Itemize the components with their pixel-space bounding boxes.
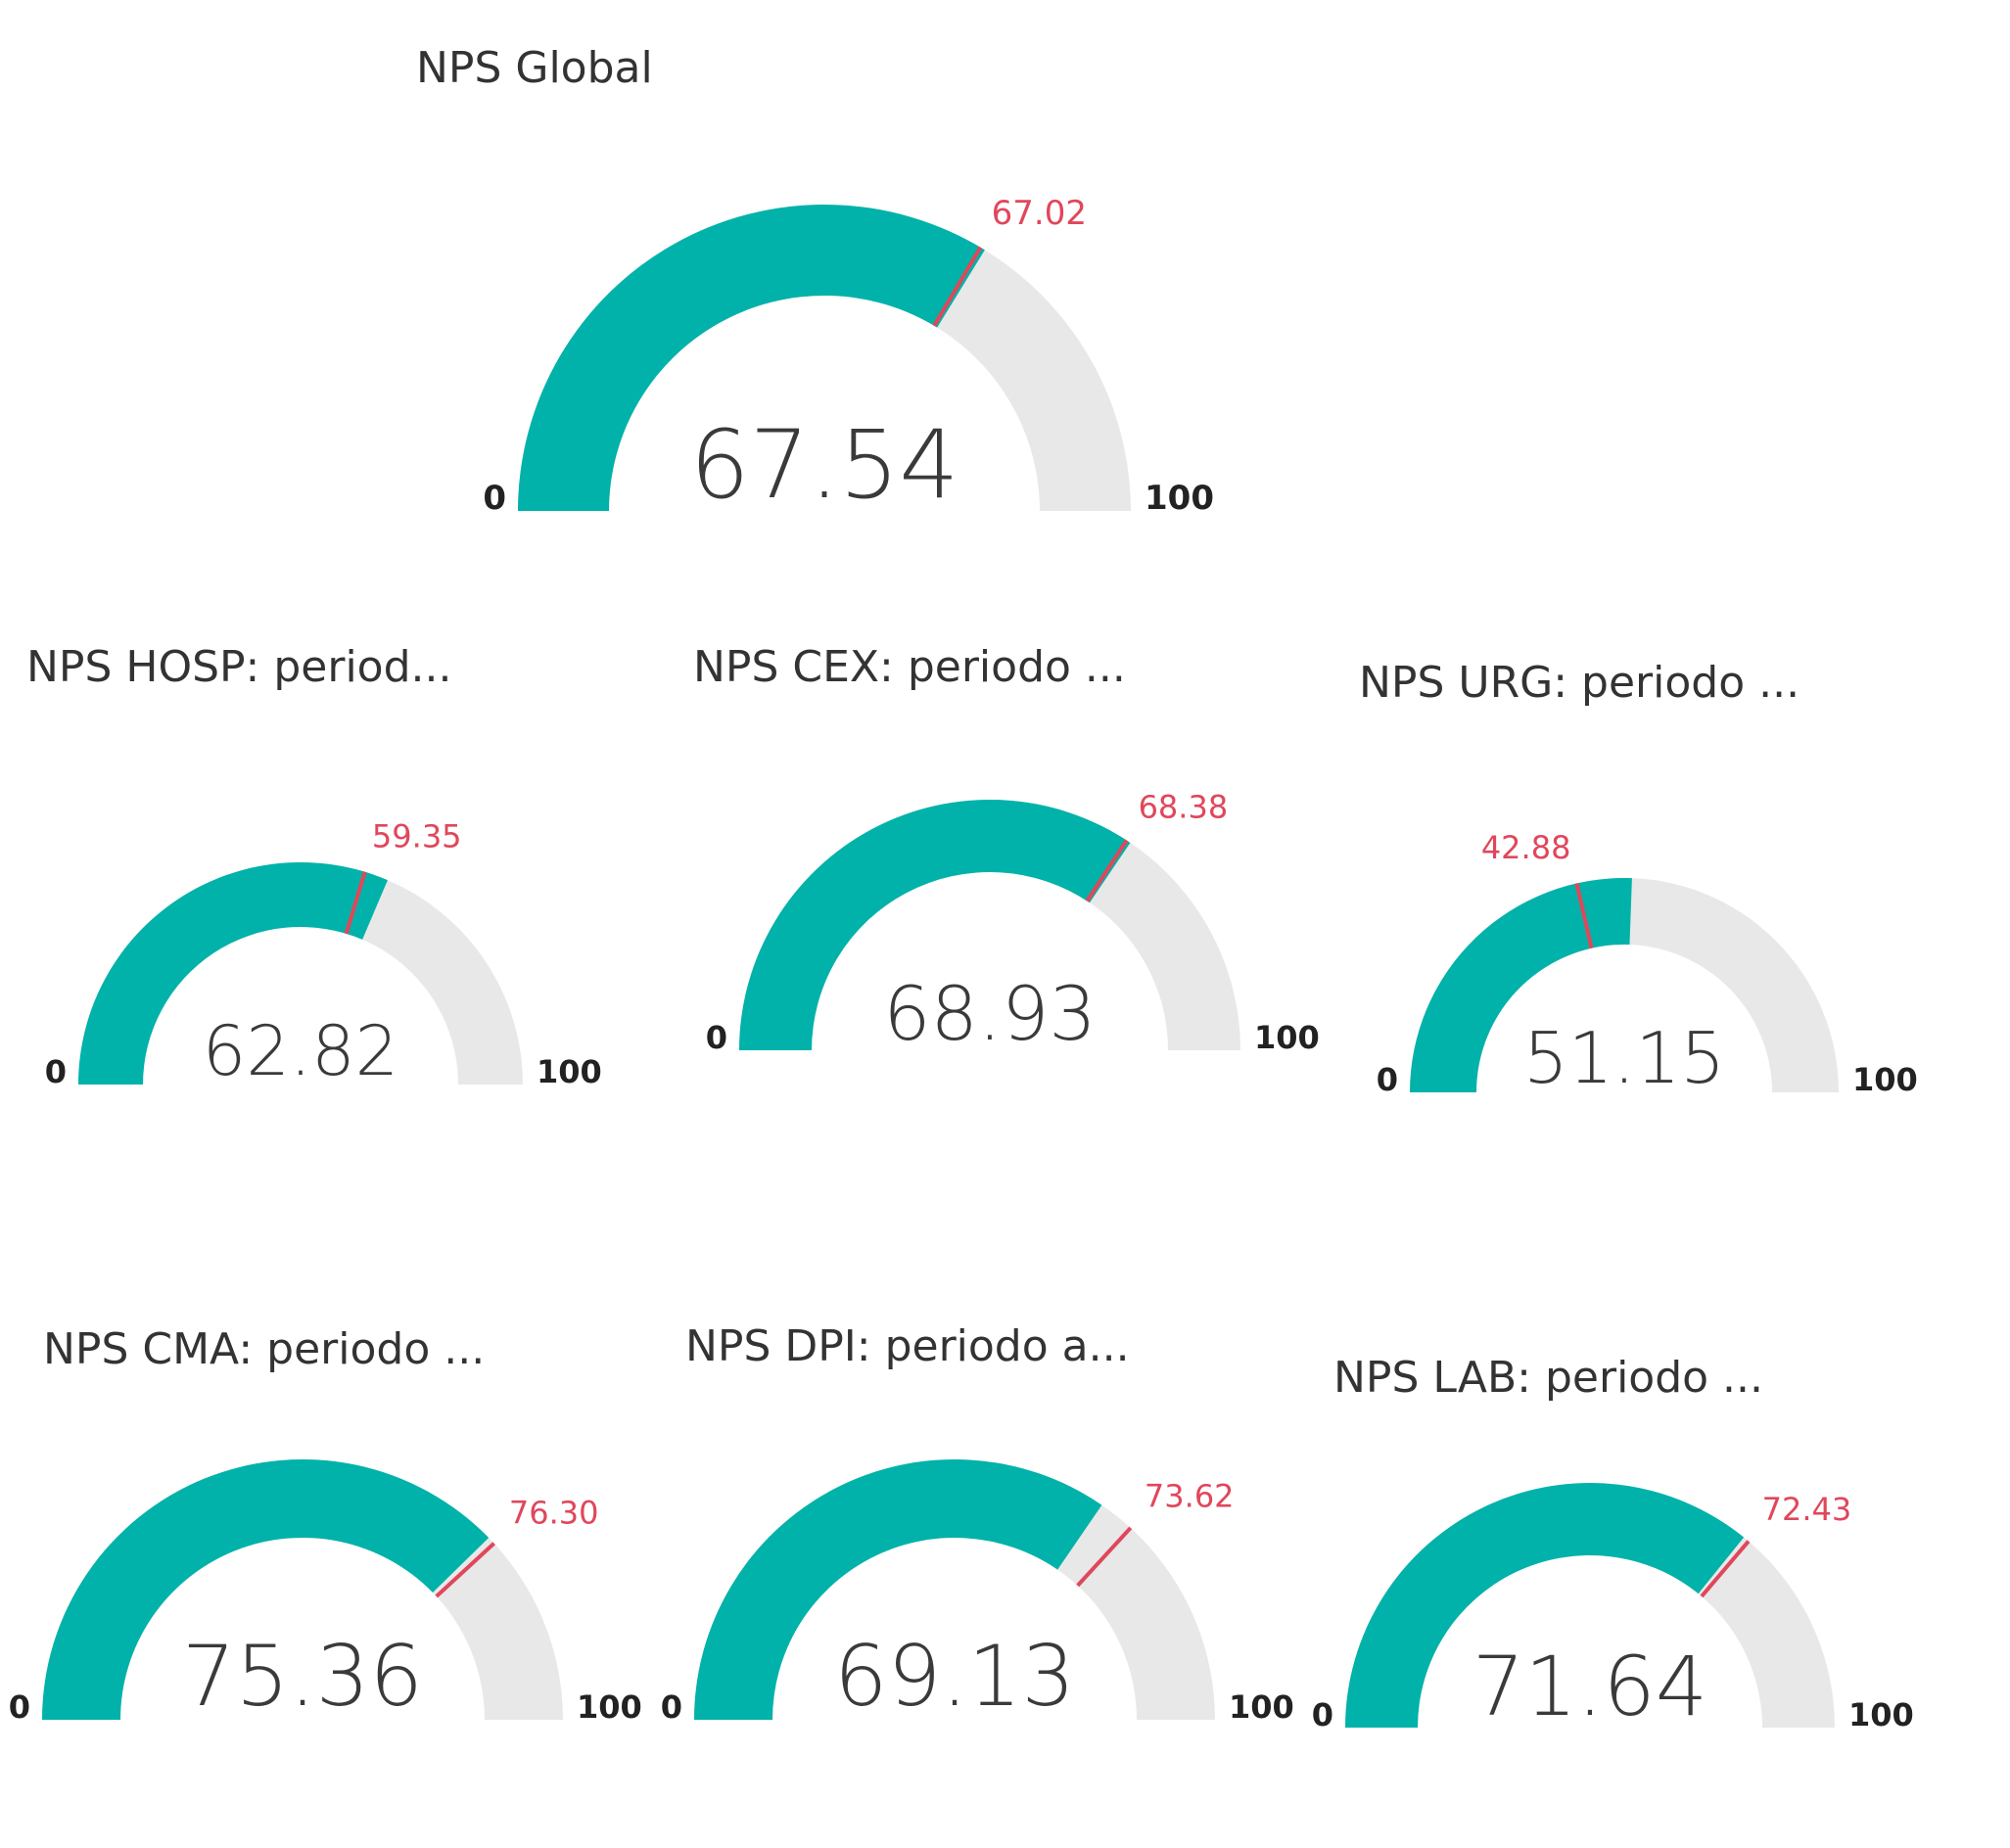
gauge-title: NPS URG: periodo ... — [1359, 658, 1800, 708]
gauge-value: 71.64 — [1472, 1639, 1707, 1734]
gauge-max-label: 100 — [1254, 1019, 1320, 1056]
gauge-3: NPS CEX: periodo ... 68.38 68.93 0 100 — [693, 642, 1320, 1057]
gauge-target-label: 42.88 — [1481, 829, 1571, 866]
gauge-target-marker — [1700, 1540, 1751, 1598]
gauge-value-arc — [78, 862, 388, 1085]
gauge-value: 51.15 — [1523, 1017, 1725, 1099]
gauge-2: NPS HOSP: period... 59.35 62.82 0 100 — [26, 642, 602, 1091]
gauge-title: NPS CEX: periodo ... — [693, 642, 1126, 692]
gauge-target-marker — [344, 871, 367, 935]
gauge-max-label: 100 — [1229, 1688, 1294, 1726]
gauge-target-label: 67.02 — [992, 194, 1087, 233]
gauge-min-label: 0 — [45, 1053, 67, 1090]
gauge-4: NPS URG: periodo ... 42.88 51.15 0 100 — [1359, 658, 1918, 1099]
gauge-value-arc — [739, 799, 1131, 1050]
gauge-value-arc — [1345, 1483, 1745, 1728]
gauge-title: NPS CMA: periodo ... — [43, 1324, 485, 1374]
gauge-value-arc — [1410, 878, 1632, 1092]
gauge-target-label: 59.35 — [372, 817, 462, 855]
gauge-1: NPS Global 67.02 67.54 0 100 — [416, 43, 1214, 520]
gauge-value: 69.13 — [834, 1628, 1075, 1726]
gauge-6: NPS DPI: periodo a... 73.62 69.13 0 100 — [661, 1321, 1294, 1726]
gauge-value: 67.54 — [690, 410, 959, 520]
gauge-min-label: 0 — [9, 1688, 30, 1726]
gauge-max-label: 100 — [1848, 1696, 1914, 1733]
gauge-title: NPS HOSP: period... — [26, 642, 451, 692]
gauge-min-label: 0 — [1312, 1696, 1333, 1733]
gauge-max-label: 100 — [577, 1688, 642, 1726]
gauge-min-label: 0 — [1377, 1061, 1398, 1098]
gauge-title: NPS Global — [416, 43, 653, 93]
gauge-target-label: 73.62 — [1145, 1478, 1235, 1515]
gauge-max-label: 100 — [537, 1053, 602, 1090]
gauge-value: 62.82 — [203, 1011, 398, 1091]
gauge-value-arc — [694, 1459, 1102, 1720]
gauge-min-label: 0 — [706, 1019, 727, 1056]
gauge-max-label: 100 — [1145, 479, 1214, 518]
gauge-5: NPS CMA: periodo ... 76.30 75.36 0 100 — [9, 1324, 642, 1726]
gauge-max-label: 100 — [1852, 1061, 1918, 1098]
gauge-min-label: 0 — [661, 1688, 682, 1726]
gauge-title: NPS DPI: periodo a... — [685, 1321, 1130, 1371]
gauge-title: NPS LAB: periodo ... — [1333, 1353, 1763, 1403]
gauge-target-marker — [1574, 883, 1594, 949]
gauge-min-label: 0 — [483, 479, 506, 518]
gauge-target-label: 68.38 — [1139, 788, 1229, 825]
gauge-target-label: 76.30 — [509, 1495, 599, 1532]
gauge-value: 68.93 — [883, 970, 1097, 1057]
gauge-target-marker — [932, 246, 983, 327]
gauge-value-arc — [42, 1459, 490, 1720]
gauge-value-arc — [518, 205, 985, 511]
gauge-value: 75.36 — [182, 1628, 423, 1726]
gauge-target-marker — [1076, 1526, 1133, 1588]
gauge-target-label: 72.43 — [1762, 1491, 1852, 1528]
gauge-target-marker — [1085, 839, 1129, 902]
gauge-target-marker — [435, 1542, 495, 1598]
gauge-7: NPS LAB: periodo ... 72.43 71.64 0 100 — [1312, 1353, 1914, 1734]
